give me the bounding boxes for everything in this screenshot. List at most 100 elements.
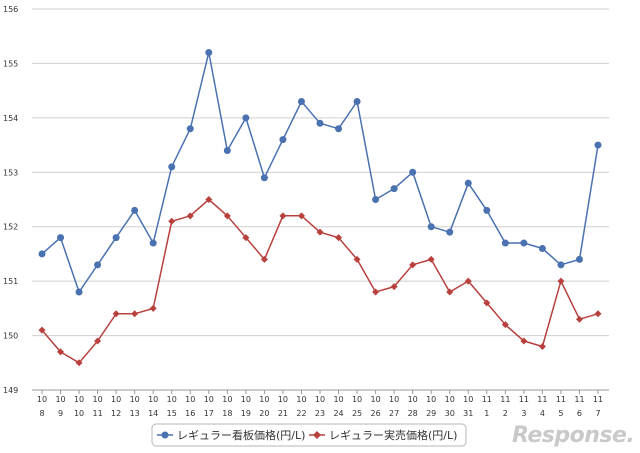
series-2-point-27 — [538, 342, 546, 350]
series-1-point-11 — [242, 114, 250, 122]
y-tick-label-153: 153 — [3, 168, 18, 177]
y-tick-label-154: 154 — [3, 114, 18, 123]
x-tick-day-24: 1 — [484, 409, 489, 418]
x-tick-month-14: 10 — [296, 395, 306, 404]
series-1-point-12 — [260, 174, 268, 182]
x-tick-day-19: 27 — [389, 409, 399, 418]
series-2-point-9 — [205, 196, 213, 203]
x-tick-month-0: 10 — [37, 395, 47, 404]
x-tick-day-9: 17 — [204, 409, 214, 418]
series-2-point-7 — [168, 217, 176, 225]
x-tick-day-1: 9 — [58, 409, 63, 418]
x-tick-day-26: 3 — [521, 409, 526, 418]
x-tick-month-29: 11 — [574, 395, 584, 404]
x-tick-day-20: 28 — [408, 409, 418, 418]
series-2-point-18 — [372, 288, 380, 296]
watermark-logo: Response. — [512, 423, 634, 448]
x-tick-month-7: 10 — [167, 395, 177, 404]
legend-item-1: レギュラー看板価格(円/L) — [157, 428, 305, 442]
legend-label-1: レギュラー看板価格(円/L) — [177, 428, 305, 442]
series-1-point-2 — [75, 288, 83, 296]
series-1-point-10 — [223, 147, 231, 155]
series-1-point-16 — [335, 125, 343, 133]
x-tick-month-4: 10 — [111, 395, 121, 404]
series-2-point-24 — [483, 299, 491, 307]
series-2-point-8 — [186, 212, 194, 220]
series-2-point-12 — [260, 255, 268, 263]
x-tick-month-26: 11 — [519, 395, 529, 404]
series-1-point-22 — [446, 228, 454, 236]
series-2-point-3 — [94, 337, 102, 345]
x-tick-month-24: 11 — [482, 395, 492, 404]
series-2-point-26 — [520, 337, 528, 345]
x-tick-month-9: 10 — [204, 395, 214, 404]
series-2-point-13 — [279, 212, 287, 220]
x-tick-day-13: 21 — [278, 409, 288, 418]
series-1-point-27 — [538, 244, 546, 252]
series-1-point-19 — [390, 185, 398, 193]
series-2-point-15 — [316, 228, 324, 236]
series-1-point-0 — [38, 250, 46, 258]
x-tick-day-11: 19 — [241, 409, 251, 418]
x-tick-day-18: 26 — [371, 409, 381, 418]
series-2-point-14 — [297, 212, 305, 220]
x-tick-day-14: 22 — [296, 409, 306, 418]
series-1-point-26 — [520, 239, 528, 247]
series-1-point-13 — [279, 136, 287, 144]
x-tick-day-3: 11 — [93, 409, 103, 418]
x-tick-day-15: 23 — [315, 409, 325, 418]
series-1-point-9 — [205, 49, 213, 57]
series-2-point-11 — [242, 234, 250, 242]
x-tick-month-12: 10 — [259, 395, 269, 404]
y-tick-label-149: 149 — [3, 386, 18, 395]
series-2-point-0 — [38, 326, 46, 334]
series-1-point-14 — [297, 98, 305, 106]
x-tick-month-11: 10 — [241, 395, 251, 404]
y-axis-tick-labels: 149 150 151 152 153 154 155 156 — [3, 5, 18, 395]
series-2-point-30 — [594, 310, 602, 318]
x-tick-month-15: 10 — [315, 395, 325, 404]
legend-label-2: レギュラー実売価格(円/L) — [329, 428, 457, 442]
x-tick-month-20: 10 — [408, 395, 418, 404]
x-tick-month-18: 10 — [371, 395, 381, 404]
x-tick-day-0: 8 — [39, 409, 44, 418]
series-1-point-5 — [131, 206, 139, 214]
x-tick-day-29: 6 — [577, 409, 582, 418]
series-group — [38, 49, 602, 367]
x-tick-day-17: 25 — [352, 409, 362, 418]
series-2-point-4 — [112, 310, 120, 318]
series-1-point-8 — [186, 125, 194, 133]
x-tick-month-6: 10 — [148, 395, 158, 404]
series-1-point-25 — [501, 239, 509, 247]
x-tick-day-16: 24 — [333, 409, 343, 418]
series-1-point-30 — [594, 141, 602, 149]
x-tick-month-25: 11 — [500, 395, 510, 404]
x-tick-month-30: 11 — [593, 395, 603, 404]
x-tick-month-23: 10 — [463, 395, 473, 404]
x-tick-day-6: 14 — [148, 409, 158, 418]
series-2-point-5 — [131, 310, 139, 318]
x-tick-day-4: 12 — [111, 409, 121, 418]
series-2-point-28 — [557, 277, 565, 285]
x-tick-day-12: 20 — [259, 409, 269, 418]
series-1-point-23 — [464, 179, 472, 187]
x-tick-day-21: 29 — [426, 409, 436, 418]
series-1-point-6 — [149, 239, 157, 247]
x-tick-day-22: 30 — [445, 409, 455, 418]
x-tick-day-7: 15 — [167, 409, 177, 418]
x-tick-day-10: 18 — [222, 409, 232, 418]
y-tick-label-152: 152 — [3, 223, 18, 232]
x-tick-month-27: 11 — [537, 395, 547, 404]
x-tick-month-28: 11 — [556, 395, 566, 404]
x-tick-month-16: 10 — [333, 395, 343, 404]
series-1-point-3 — [94, 261, 102, 269]
x-tick-month-10: 10 — [222, 395, 232, 404]
series-2-point-17 — [353, 255, 361, 263]
x-tick-day-2: 10 — [74, 409, 84, 418]
series-1-point-21 — [427, 223, 435, 231]
series-1-point-15 — [316, 119, 324, 127]
legend-marker-1 — [161, 431, 169, 439]
y-tick-label-156: 156 — [3, 5, 18, 14]
x-tick-month-21: 10 — [426, 395, 436, 404]
